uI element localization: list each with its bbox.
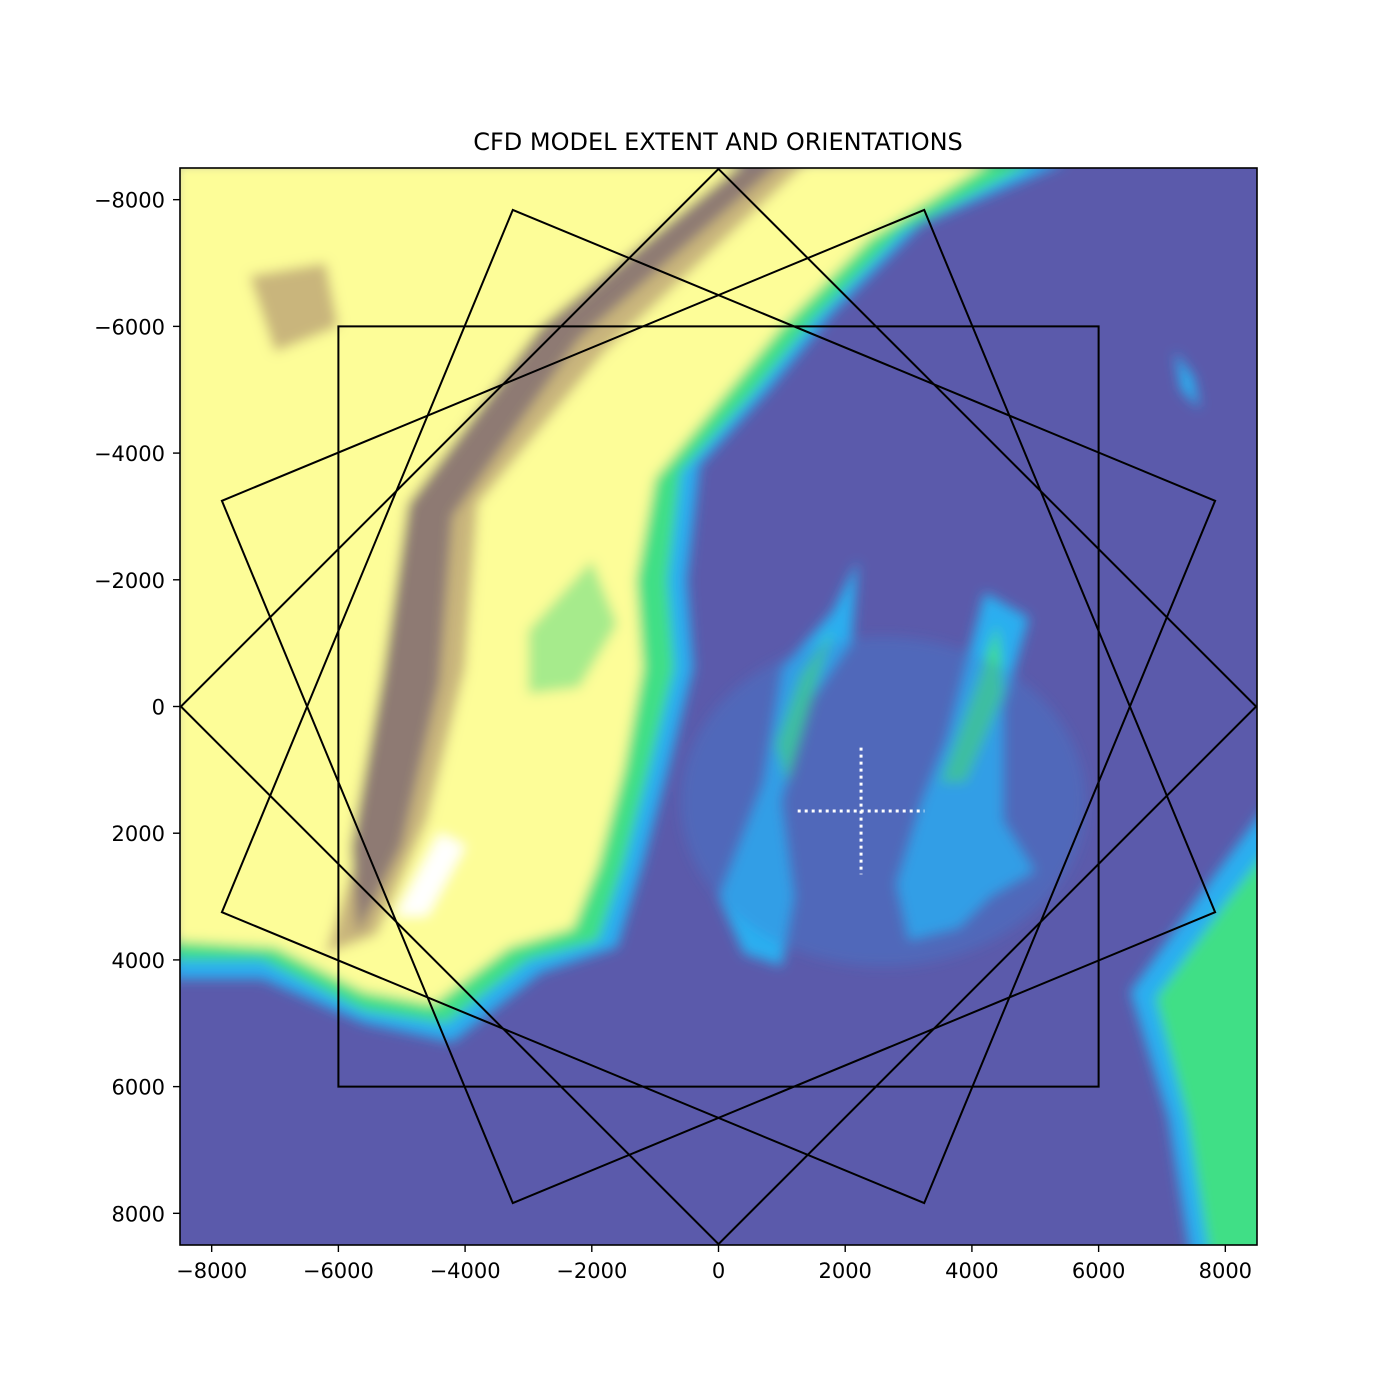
y-tick-label-1: −6000 [94,315,165,339]
model-extent-2 [180,168,1257,1245]
x-tick-label-7: 6000 [1072,1259,1125,1283]
x-tick-label-8: 8000 [1199,1259,1252,1283]
target-marker [797,747,925,875]
y-tick-label-4: 0 [152,696,165,720]
model-extent-outlines [180,168,1257,1245]
x-tick-label-3: −2000 [556,1259,627,1283]
y-tick-label-5: 2000 [112,822,165,846]
model-extent-1 [220,208,1217,1205]
x-tick-label-2: −4000 [430,1259,501,1283]
y-tick-label-0: −8000 [94,189,165,213]
x-tick-label-0: −8000 [176,1259,247,1283]
land-mountain [351,168,775,935]
chart-title: CFD MODEL EXTENT AND ORIENTATIONS [473,128,963,156]
model-extent-0 [337,325,1100,1088]
y-tick-label-7: 6000 [112,1076,165,1100]
y-tick-label-8: 8000 [112,1202,165,1226]
land-se-inner [1155,862,1257,1245]
x-tick-label-4: 0 [712,1259,725,1283]
land-peak [395,833,466,916]
y-tick-label-2: −4000 [94,442,165,466]
shallow-bay [680,636,1086,967]
y-axis: −8000 −6000 −4000 −2000 0 2000 4000 6000 8000 [94,189,180,1226]
islet-ne [1174,351,1200,409]
y-tick-label-3: −2000 [94,569,165,593]
y-tick-label-6: 4000 [112,949,165,973]
model-extent-3 [220,208,1217,1205]
land-upland-nw [249,263,339,352]
terrain-raster [180,168,1257,1245]
x-tick-label-5: 2000 [818,1259,871,1283]
x-tick-label-1: −6000 [303,1259,374,1283]
x-axis: −8000 −6000 −4000 −2000 0 2000 4000 6000 8000 [176,1245,1252,1283]
x-tick-label-6: 4000 [945,1259,998,1283]
land-plain [528,560,618,694]
